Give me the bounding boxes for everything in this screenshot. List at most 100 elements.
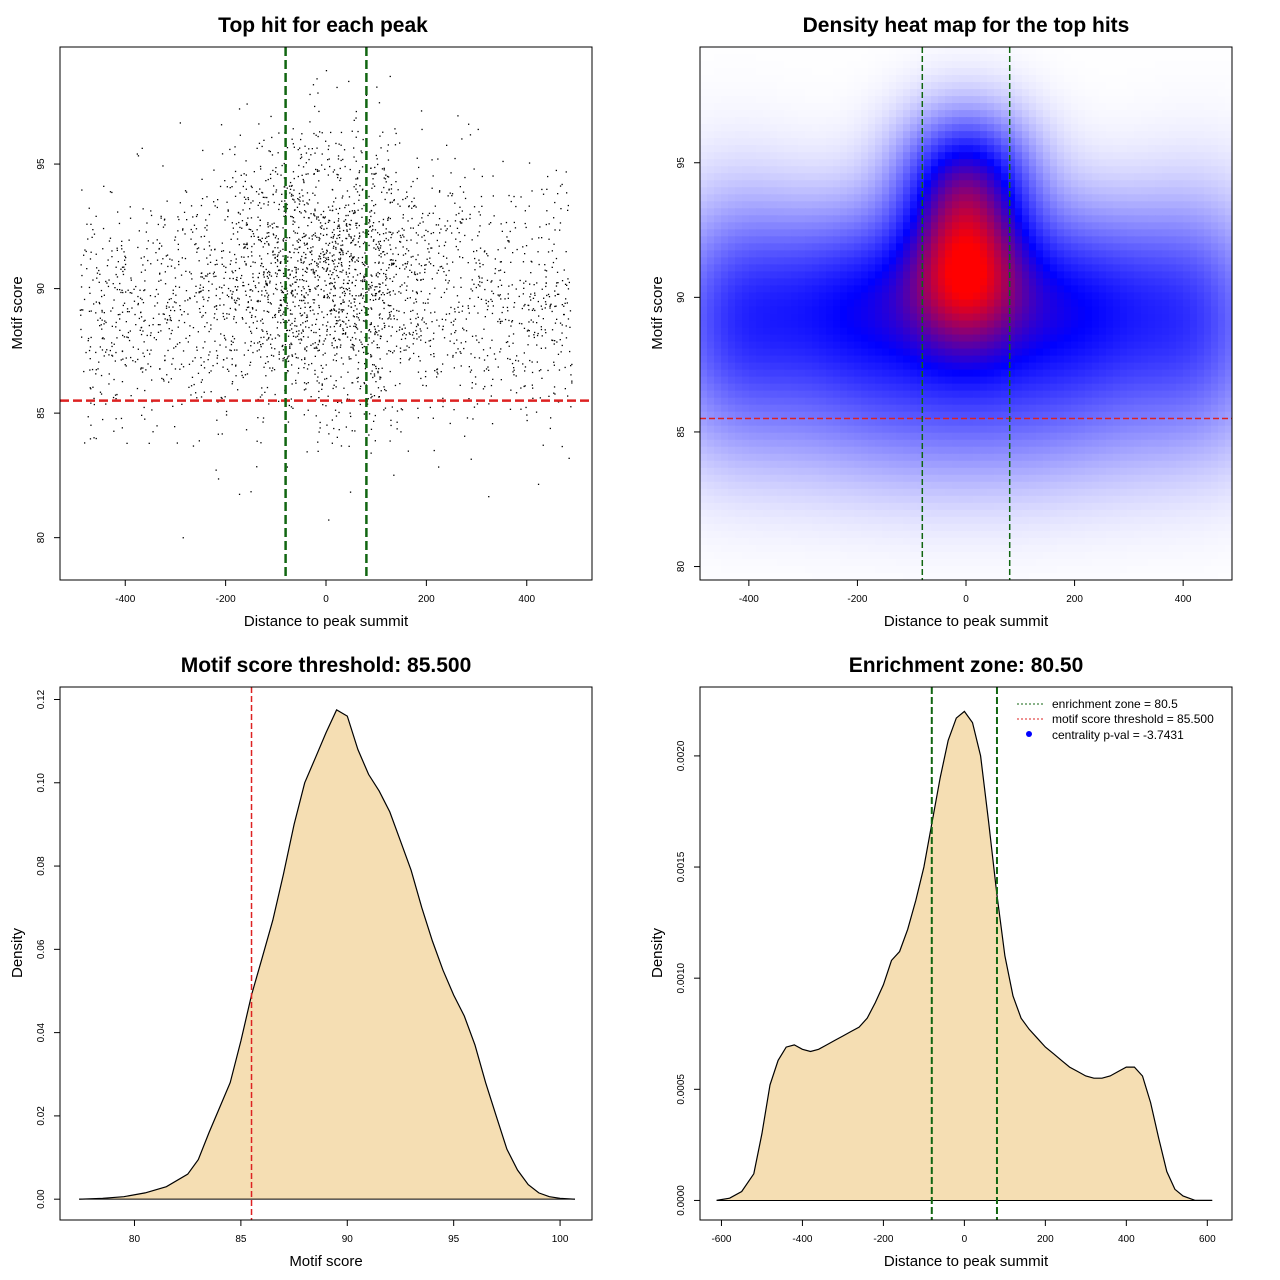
scatter-point <box>116 276 119 278</box>
heatmap-cell <box>742 208 750 216</box>
heatmap-cell <box>861 131 869 139</box>
scatter-point <box>511 362 514 365</box>
scatter-point <box>260 344 262 346</box>
heatmap-cell <box>735 68 743 76</box>
heatmap-cell <box>700 82 708 90</box>
scatter-point <box>155 252 157 254</box>
scatter-point <box>507 357 509 360</box>
scatter-point <box>267 361 269 363</box>
scatter-point <box>353 156 355 158</box>
scatter-point <box>291 313 293 315</box>
scatter-point <box>389 231 392 233</box>
heatmap-cell <box>1190 110 1198 118</box>
heatmap-cell <box>1015 68 1023 76</box>
heatmap-cell <box>700 180 708 188</box>
scatter-point <box>479 262 481 265</box>
scatter-point <box>142 208 144 210</box>
heatmap-cell <box>1029 173 1037 181</box>
scatter-point <box>336 237 338 240</box>
scatter-point <box>338 218 340 220</box>
scatter-point <box>368 284 370 286</box>
scatter-point <box>158 280 160 282</box>
heatmap-cell <box>1113 110 1121 118</box>
scatter-point <box>173 301 176 303</box>
scatter-point <box>96 272 99 274</box>
scatter-point <box>192 360 194 362</box>
scatter-point <box>269 280 271 282</box>
heatmap-cell <box>798 131 806 139</box>
heatmap-cell <box>763 187 771 195</box>
scatter-point <box>570 374 572 376</box>
heatmap-cell <box>924 131 932 139</box>
scatter-point <box>312 299 314 301</box>
heatmap-cell <box>882 187 890 195</box>
heatmap-cell <box>903 96 911 104</box>
scatter-point <box>420 110 423 112</box>
heatmap-cell <box>1190 54 1198 62</box>
scatter-point <box>370 356 372 358</box>
heatmap-cell <box>749 47 757 55</box>
heatmap-cell <box>1113 47 1121 55</box>
scatter-point <box>500 284 503 286</box>
heatmap-cell <box>1071 117 1079 125</box>
scatter-point <box>362 263 364 265</box>
scatter-point <box>411 207 413 209</box>
scatter-point <box>248 306 250 308</box>
scatter-point <box>474 257 476 260</box>
scatter-point <box>221 292 224 294</box>
scatter-point <box>375 243 377 246</box>
heatmap-cell <box>847 117 855 125</box>
scatter-point <box>282 227 284 229</box>
heatmap-cell <box>1036 201 1044 209</box>
scatter-point <box>291 354 293 356</box>
heatmap-cell <box>812 201 820 209</box>
scatter-point <box>370 167 372 169</box>
heatmap-cell <box>1225 166 1232 174</box>
heatmap-cell <box>700 194 708 202</box>
scatter-point <box>342 229 345 232</box>
heatmap-cell <box>1022 152 1030 160</box>
heatmap-cell <box>1218 159 1226 167</box>
scatter-point <box>412 343 414 345</box>
scatter-point <box>111 345 113 348</box>
scatter-point <box>244 374 247 376</box>
scatter-point <box>364 312 366 314</box>
scatter-point <box>458 311 460 313</box>
scatter-point <box>253 342 255 344</box>
scatter-point <box>563 313 565 316</box>
scatter-point <box>205 219 207 221</box>
heatmap-cell <box>861 187 869 195</box>
scatter-point <box>221 263 223 265</box>
heatmap-cell <box>1176 103 1184 111</box>
heatmap-cell <box>707 152 715 160</box>
scatter-point <box>362 279 364 281</box>
scatter-point <box>338 311 340 313</box>
scatter-point <box>382 218 385 221</box>
heatmap-cell <box>1008 180 1016 188</box>
heatmap-cell <box>784 89 792 97</box>
scatter-point <box>413 197 415 199</box>
scatter-point <box>101 295 103 298</box>
scatter-point <box>504 318 507 321</box>
heatmap-cell <box>959 138 967 146</box>
heatmap-cell <box>1022 117 1030 125</box>
heatmap-cell <box>1134 54 1142 62</box>
heatmap-cell <box>1155 54 1163 62</box>
heatmap-cell <box>700 166 708 174</box>
scatter-point <box>340 250 343 252</box>
heatmap-cell <box>714 208 722 216</box>
heatmap-cell <box>903 173 911 181</box>
scatter-point <box>276 327 278 329</box>
scatter-point <box>135 324 137 326</box>
scatter-point <box>266 292 268 294</box>
heatmap-cell <box>896 131 904 139</box>
heatmap-cell <box>1092 124 1100 132</box>
scatter-point <box>333 427 335 430</box>
scatter-point <box>313 347 315 349</box>
heatmap-cell <box>903 187 911 195</box>
heatmap-cell <box>777 166 785 174</box>
scatter-point <box>306 267 308 269</box>
heatmap-cell <box>1071 54 1079 62</box>
scatter-point <box>115 321 117 324</box>
scatter-point <box>412 227 414 229</box>
